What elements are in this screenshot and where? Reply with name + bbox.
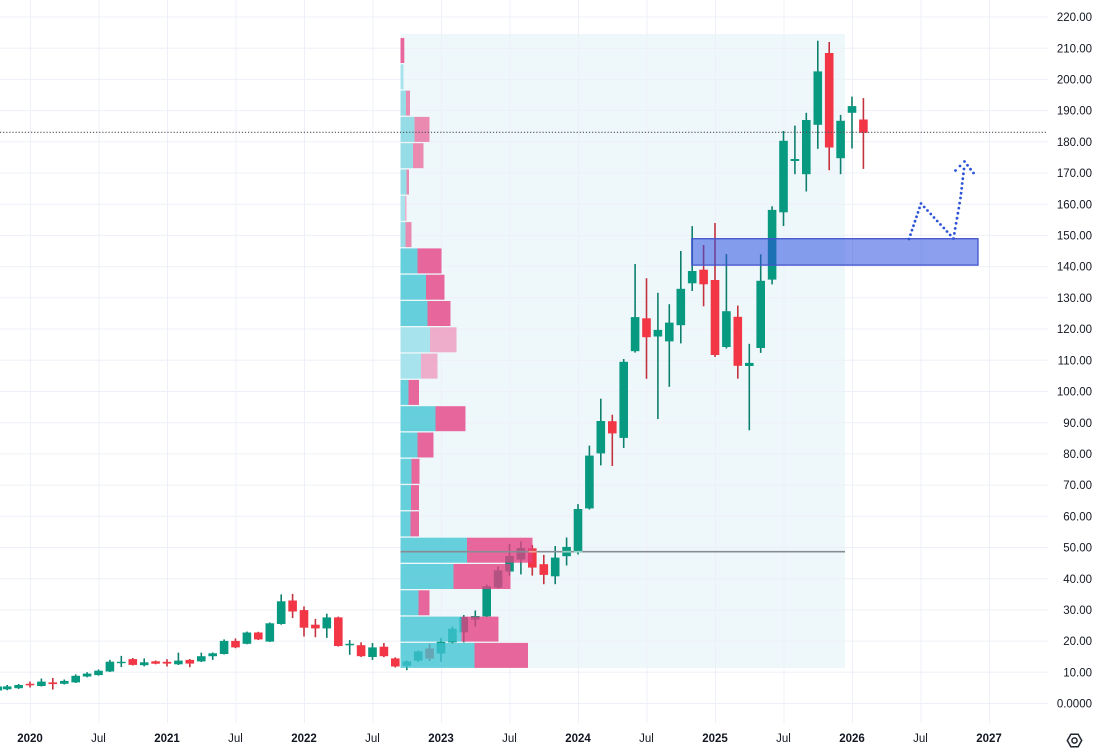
svg-text:Jul: Jul [91, 733, 106, 745]
svg-text:180.00: 180.00 [1057, 137, 1092, 149]
svg-text:130.00: 130.00 [1057, 293, 1092, 305]
svg-text:Jul: Jul [776, 733, 791, 745]
svg-text:2024: 2024 [565, 733, 591, 745]
svg-text:200.00: 200.00 [1057, 75, 1092, 87]
svg-text:2023: 2023 [428, 733, 454, 745]
svg-text:190.00: 190.00 [1057, 106, 1092, 118]
svg-text:40.00: 40.00 [1063, 574, 1092, 586]
svg-text:Jul: Jul [228, 733, 243, 745]
svg-text:120.00: 120.00 [1057, 324, 1092, 336]
svg-text:2027: 2027 [976, 733, 1002, 745]
svg-text:100.00: 100.00 [1057, 387, 1092, 399]
svg-text:2020: 2020 [17, 733, 43, 745]
svg-text:60.00: 60.00 [1063, 511, 1092, 523]
svg-text:Jul: Jul [365, 733, 380, 745]
svg-text:50.00: 50.00 [1063, 543, 1092, 555]
svg-text:30.00: 30.00 [1063, 605, 1092, 617]
svg-text:110.00: 110.00 [1058, 355, 1092, 367]
svg-text:70.00: 70.00 [1063, 480, 1092, 492]
svg-text:20.00: 20.00 [1063, 636, 1092, 648]
svg-text:90.00: 90.00 [1063, 418, 1092, 430]
svg-text:Jul: Jul [502, 733, 517, 745]
svg-text:0.0000: 0.0000 [1057, 699, 1092, 711]
svg-text:150.00: 150.00 [1057, 231, 1092, 243]
svg-text:170.00: 170.00 [1057, 168, 1092, 180]
svg-text:160.00: 160.00 [1057, 199, 1092, 211]
svg-text:210.00: 210.00 [1057, 43, 1092, 55]
svg-text:2022: 2022 [291, 733, 317, 745]
svg-text:140.00: 140.00 [1057, 262, 1092, 274]
svg-text:2026: 2026 [839, 733, 865, 745]
svg-text:220.00: 220.00 [1057, 12, 1092, 24]
svg-text:Jul: Jul [913, 733, 928, 745]
svg-text:10.00: 10.00 [1063, 667, 1092, 679]
svg-text:80.00: 80.00 [1063, 449, 1092, 461]
svg-text:2021: 2021 [154, 733, 180, 745]
svg-text:Jul: Jul [639, 733, 654, 745]
svg-text:2025: 2025 [702, 733, 728, 745]
